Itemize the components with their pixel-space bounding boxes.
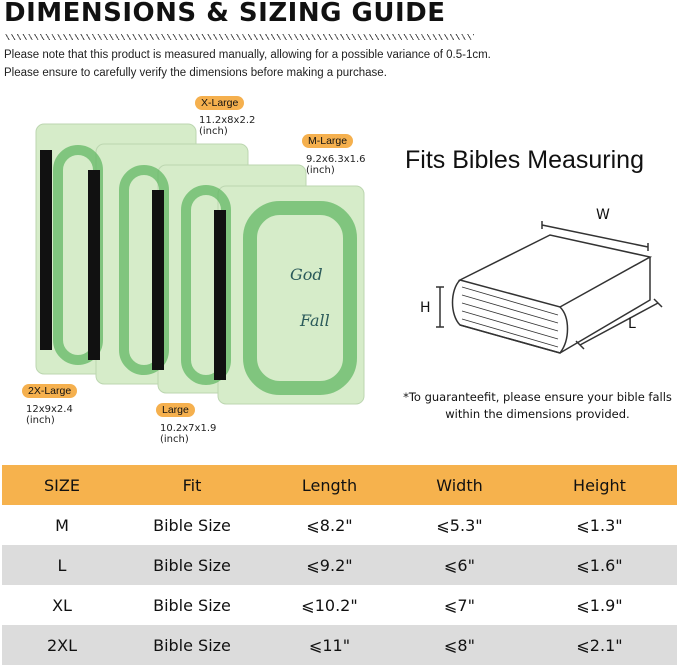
note-line-1: Please note that this product is measure… <box>4 49 491 61</box>
col-length: Length <box>262 465 397 505</box>
size-dims-mlarge: 9.2x6.3x1.6 (inch) <box>306 154 366 176</box>
col-width: Width <box>397 465 522 505</box>
size-badge-xlarge: X-Large <box>195 96 245 110</box>
cover-text: God <box>290 265 323 284</box>
table-row: L Bible Size ⩽9.2" ⩽6" ⩽1.6" <box>2 545 677 585</box>
note-line-2: Please ensure to carefully verify the di… <box>4 67 387 79</box>
col-fit: Fit <box>122 465 262 505</box>
cover-text: Fall <box>299 311 330 330</box>
size-dims-large: 10.2x7x1.9 (inch) <box>160 423 217 445</box>
size-badge-large: Large <box>156 403 195 417</box>
size-dims-2xlarge: 12x9x2.4 (inch) <box>26 404 73 426</box>
col-height: Height <box>522 465 677 505</box>
height-label: H <box>420 300 431 316</box>
diagram-heading: Fits Bibles Measuring <box>405 146 644 174</box>
col-size: SIZE <box>2 465 122 505</box>
table-header: SIZE Fit Length Width Height <box>2 465 677 505</box>
size-table: SIZE Fit Length Width Height M Bible Size… <box>2 465 677 665</box>
size-dims-xlarge: 11.2x8x2.2 (inch) <box>199 115 256 137</box>
width-label: W <box>596 207 610 223</box>
table-row: M Bible Size ⩽8.2" ⩽5.3" ⩽1.3" <box>55 515 623 535</box>
bible-covers-image: God Fall <box>35 123 365 405</box>
table-row: XL Bible Size ⩽10.2" ⩽7" ⩽1.9" <box>52 595 623 615</box>
size-badge-mlarge: M-Large <box>302 134 354 148</box>
length-label: L <box>628 316 636 332</box>
divider <box>4 34 474 40</box>
size-badge-2xlarge: 2X-Large <box>22 384 78 398</box>
book-diagram: W H L <box>420 207 663 354</box>
table-row: 2XL Bible Size ⩽11" ⩽8" ⩽2.1" <box>2 625 677 665</box>
page-title: DIMENSIONS & SIZING GUIDE <box>4 0 446 28</box>
fit-note: *To guaranteefit, please ensure your bib… <box>403 390 672 421</box>
